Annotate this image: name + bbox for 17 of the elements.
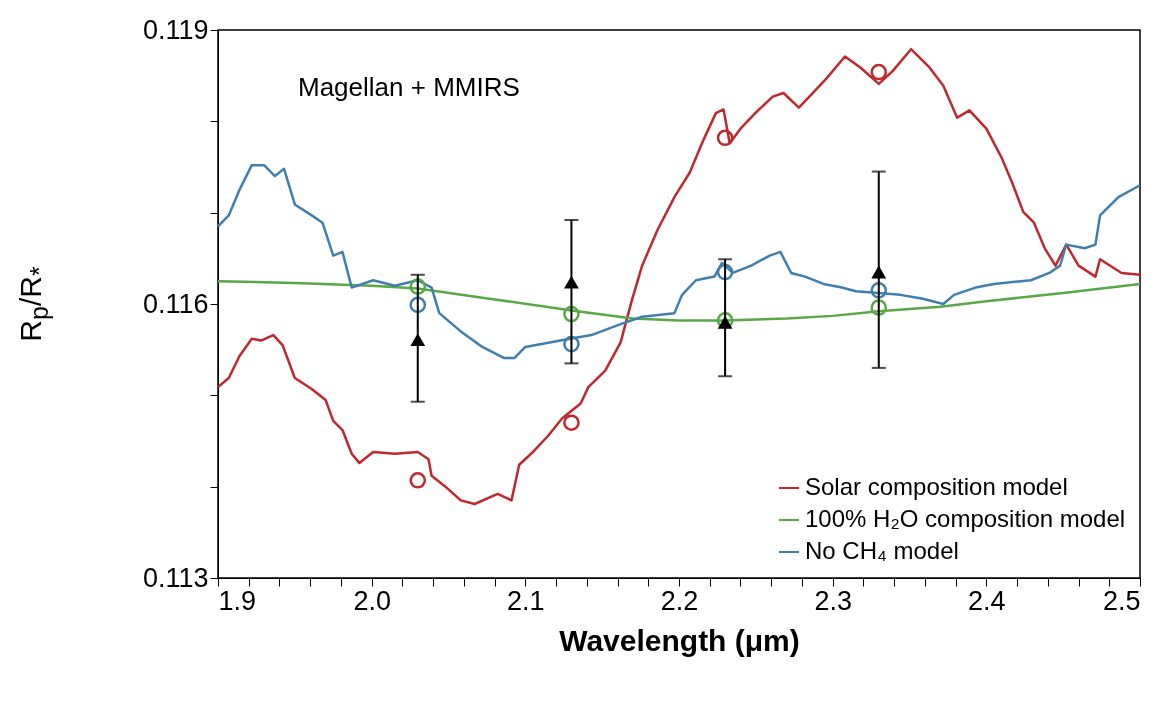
x-tick-label: 2.0 [353,585,391,616]
legend-label: No CH₄ model [805,537,959,564]
x-tick-label: 2.3 [814,585,852,616]
line-series [216,163,1142,360]
x-tick-label: 2.5 [1102,585,1141,616]
y-tick-label: 0.116 [142,288,209,319]
legend-label: Solar composition model [805,473,1068,500]
x-tick-label: 2.1 [507,585,545,616]
y-tick-label: 0.113 [142,562,209,593]
line-series [216,47,1142,506]
x-axis-title: Wavelength (μm) [559,623,800,657]
y-tick-label: 0.119 [142,14,209,45]
x-tick-label: 2.2 [660,585,699,616]
legend-label: 100% H₂O composition model [805,505,1126,532]
x-tick-label: 1.9 [218,585,257,616]
annotation: Magellan + MMIRS [298,72,520,102]
x-tick-label: 2.4 [968,585,1006,616]
